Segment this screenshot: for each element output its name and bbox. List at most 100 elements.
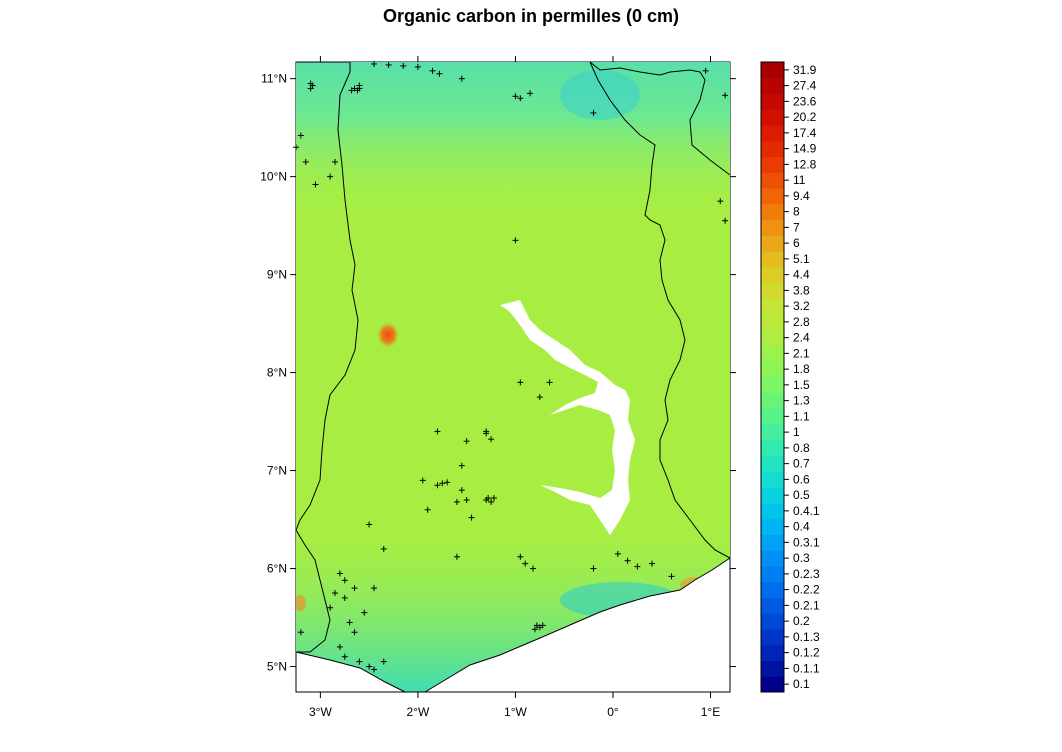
x-tick-label: 0° <box>607 705 619 719</box>
sample-point <box>624 557 631 564</box>
sample-point <box>539 622 546 629</box>
sample-point <box>458 462 465 469</box>
colorbar-label: 12.8 <box>793 157 817 171</box>
y-tick-label: 11°N <box>261 72 287 86</box>
colorbar-label: 1.8 <box>793 362 810 376</box>
sample-point <box>717 198 724 205</box>
sample-point <box>436 70 443 77</box>
colorbar-label: 2.1 <box>793 346 810 360</box>
colorbar-swatch <box>761 644 784 661</box>
colorbar-swatch <box>761 629 784 646</box>
colorbar-label: 3.8 <box>793 283 810 297</box>
sample-point <box>380 658 387 665</box>
colorbar-label: 14.9 <box>793 142 817 156</box>
colorbar-label: 0.1 <box>793 677 810 691</box>
y-tick-label: 8°N <box>267 366 287 380</box>
colorbar: 0.1 0.1.10.1.2 0.1.3 0.2 0.2.10.2.2 0.2.3 0.3 0… <box>760 61 820 693</box>
colorbar-swatch <box>761 487 784 504</box>
sample-point <box>458 75 465 82</box>
colorbar-swatch <box>761 188 784 205</box>
sample-point <box>341 653 348 660</box>
sample-point <box>327 173 334 180</box>
colorbar-swatch <box>761 314 784 331</box>
sample-point <box>434 482 441 489</box>
sample-point <box>527 90 534 97</box>
sample-point <box>453 498 460 505</box>
colorbar-swatch <box>761 329 784 346</box>
sample-point <box>463 438 470 445</box>
colorbar-label: 1.1 <box>793 409 810 423</box>
colorbar-swatch <box>761 613 784 630</box>
colorbar-swatch <box>761 660 784 677</box>
colorbar-label: 0.1.2 <box>793 646 820 660</box>
x-tick-label: 2°W <box>407 705 430 719</box>
y-tick-label: 7°N <box>267 464 287 478</box>
raster-north-band <box>296 62 730 222</box>
sample-point <box>614 550 621 557</box>
colorbar-label: 11 <box>793 173 806 187</box>
colorbar-label: 2.4 <box>793 331 810 345</box>
colorbar-label: 0.2.2 <box>793 583 820 597</box>
colorbar-frame <box>760 61 785 693</box>
y-tick-label: 10°N <box>260 170 287 184</box>
colorbar-label: 2.8 <box>793 315 810 329</box>
colorbar-swatch <box>761 172 784 189</box>
sample-point <box>356 82 363 89</box>
border-east <box>589 61 731 559</box>
sample-point <box>366 663 373 670</box>
colorbar-label: 1 <box>793 425 800 439</box>
colorbar-swatch <box>761 140 784 157</box>
sample-point <box>371 585 378 592</box>
sample-point <box>488 498 495 505</box>
sample-point <box>468 514 475 521</box>
sample-point <box>351 585 358 592</box>
colorbar-label: 17.4 <box>793 126 817 140</box>
sample-point <box>302 158 309 165</box>
sample-point <box>424 506 431 513</box>
colorbar-swatch <box>761 125 784 142</box>
colorbar-label: 0.2.1 <box>793 598 820 612</box>
raster-west-hotspot <box>296 595 306 611</box>
sample-point <box>702 67 709 74</box>
colorbar-label: 4.4 <box>793 268 810 282</box>
colorbar-swatch <box>761 77 784 94</box>
colorbar-swatch <box>761 566 784 583</box>
sample-point <box>531 626 538 633</box>
sample-point <box>336 643 343 650</box>
sample-point <box>648 560 655 567</box>
sample-point <box>293 144 299 151</box>
colorbar-label: 31.9 <box>793 63 817 77</box>
colorbar-swatch <box>761 392 784 409</box>
border-west <box>295 61 359 531</box>
sample-point <box>366 521 373 528</box>
colorbar-swatch <box>761 503 784 520</box>
colorbar-swatch <box>761 377 784 394</box>
raster-hotspot <box>376 321 400 349</box>
colorbar-swatch <box>761 518 784 535</box>
lake-volta <box>500 300 635 535</box>
colorbar-swatch <box>761 676 784 693</box>
colorbar-label: 0.5 <box>793 488 810 502</box>
sample-point <box>419 477 426 484</box>
x-tick-label: 1°W <box>504 705 527 719</box>
sample-point <box>434 428 441 435</box>
sample-point <box>483 496 490 503</box>
colorbar-label: 0.6 <box>793 472 810 486</box>
colorbar-swatch <box>761 597 784 614</box>
sample-point <box>327 604 334 611</box>
x-axis: 3°W 2°W 1°W 0° 1°E <box>309 56 720 719</box>
sample-point <box>297 132 304 139</box>
sample-point <box>400 62 407 69</box>
sample-point <box>341 577 348 584</box>
sample-point <box>512 237 519 244</box>
colorbar-swatch <box>761 581 784 598</box>
colorbar-label: 0.3.1 <box>793 535 820 549</box>
sample-point <box>458 487 465 494</box>
sample-point <box>444 479 451 486</box>
colorbar-label: 0.1.1 <box>793 661 820 675</box>
sample-point <box>348 87 355 94</box>
colorbar-swatch <box>761 219 784 236</box>
coastline <box>295 557 731 693</box>
colorbar-swatch <box>761 345 784 362</box>
sample-point <box>536 394 543 401</box>
